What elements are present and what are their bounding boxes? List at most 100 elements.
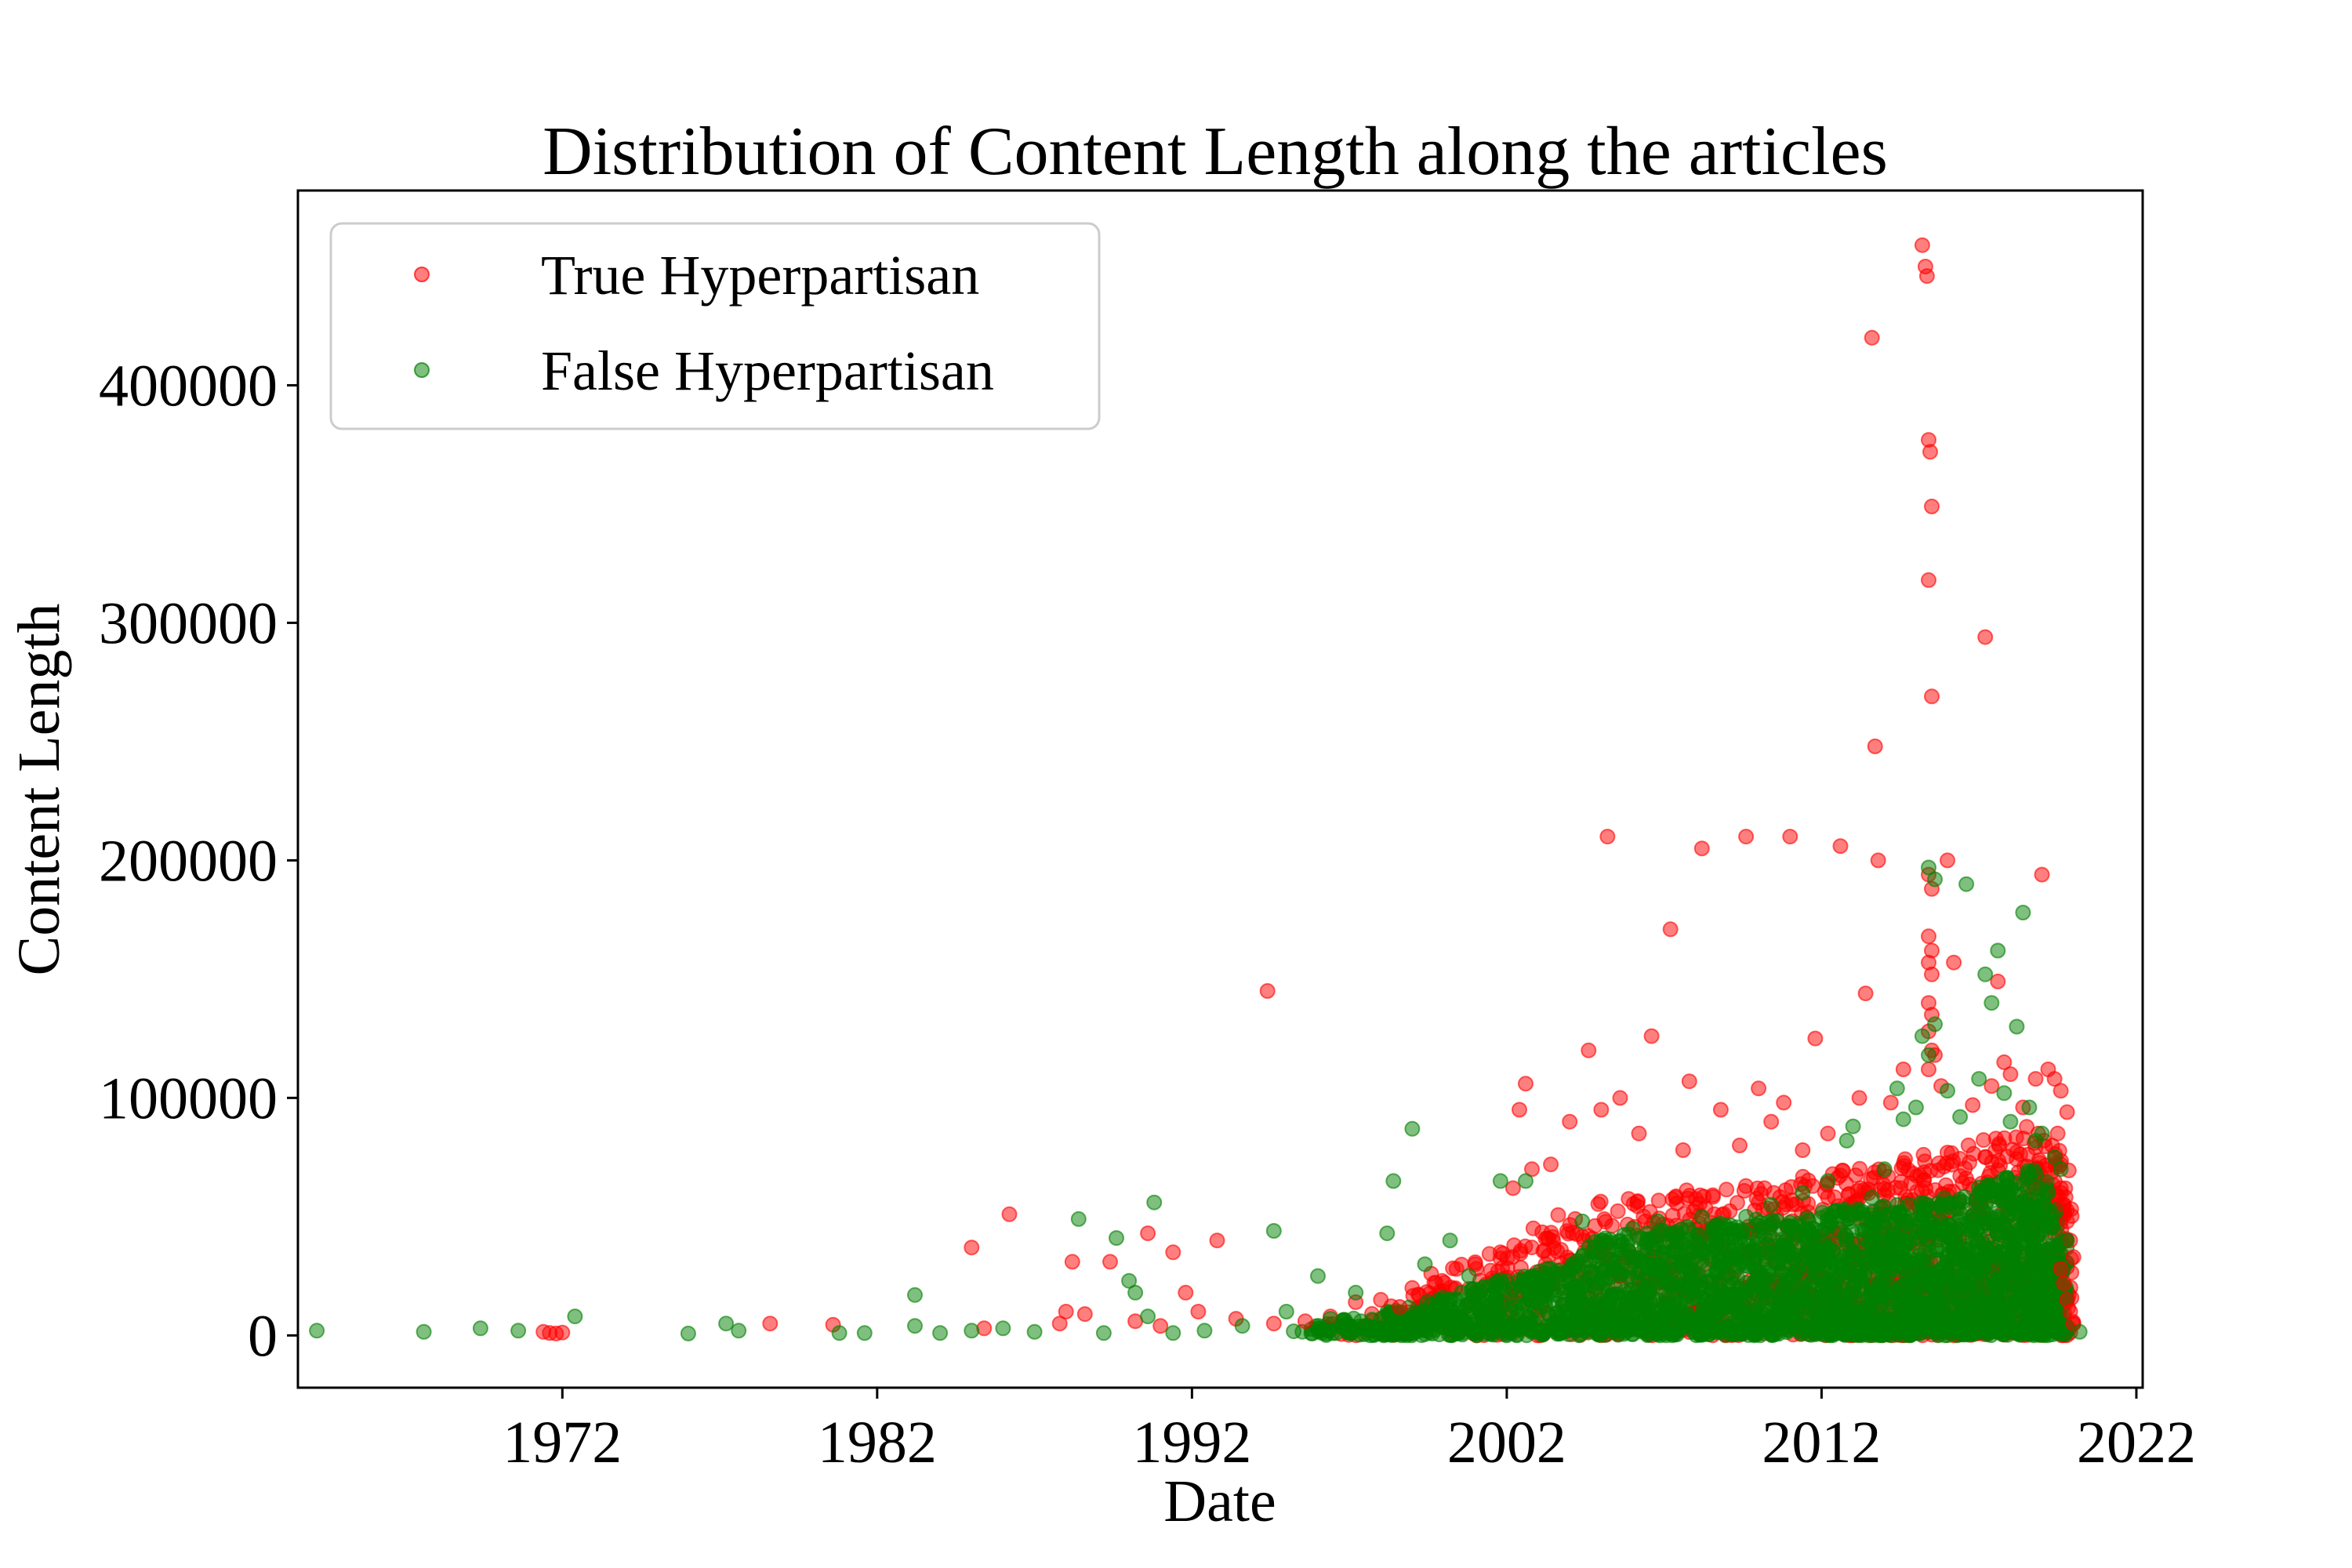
true-hyperpartisan-point bbox=[1140, 1225, 1156, 1242]
false-hyperpartisan-point bbox=[1475, 1316, 1492, 1332]
false-hyperpartisan-point bbox=[1795, 1185, 1811, 1201]
true-hyperpartisan-point bbox=[2056, 1275, 2072, 1291]
false-hyperpartisan-point bbox=[1523, 1291, 1539, 1308]
false-hyperpartisan-point bbox=[1762, 1264, 1778, 1280]
false-hyperpartisan-point bbox=[1664, 1327, 1681, 1344]
true-hyperpartisan-point bbox=[1209, 1232, 1225, 1249]
false-hyperpartisan-point bbox=[1904, 1222, 1920, 1239]
true-hyperpartisan-point bbox=[1864, 329, 1880, 346]
false-hyperpartisan-point bbox=[1921, 1047, 1936, 1063]
false-hyperpartisan-point bbox=[1681, 1221, 1697, 1238]
true-hyperpartisan-point bbox=[1604, 1218, 1621, 1234]
false-hyperpartisan-point bbox=[1868, 1314, 1885, 1330]
true-hyperpartisan-point bbox=[1590, 1196, 1606, 1212]
true-hyperpartisan-point bbox=[2002, 1066, 2019, 1083]
true-hyperpartisan-point bbox=[762, 1316, 779, 1332]
false-hyperpartisan-point bbox=[1736, 1303, 1752, 1319]
false-hyperpartisan-point bbox=[1359, 1319, 1376, 1335]
false-hyperpartisan-point bbox=[1926, 1301, 1942, 1317]
false-hyperpartisan-point bbox=[1838, 1132, 1855, 1149]
true-hyperpartisan-point bbox=[1893, 1180, 1909, 1196]
true-hyperpartisan-point bbox=[1857, 985, 1874, 1002]
false-hyperpartisan-point bbox=[1958, 876, 1975, 892]
false-hyperpartisan-point bbox=[2002, 1113, 2019, 1130]
false-hyperpartisan-point bbox=[1970, 1296, 1987, 1312]
false-hyperpartisan-point bbox=[1589, 1326, 1606, 1342]
false-hyperpartisan-point bbox=[1715, 1252, 1732, 1269]
true-hyperpartisan-point bbox=[1692, 1187, 1708, 1203]
false-hyperpartisan-point bbox=[1534, 1326, 1551, 1341]
true-hyperpartisan-point bbox=[1955, 1174, 1971, 1191]
false-hyperpartisan-point bbox=[1789, 1261, 1806, 1277]
legend: True Hyperpartisan False Hyperpartisan bbox=[329, 222, 1101, 430]
false-hyperpartisan-point bbox=[1864, 1216, 1881, 1232]
false-hyperpartisan-point bbox=[1997, 1185, 2013, 1202]
false-hyperpartisan-point bbox=[1574, 1213, 1591, 1229]
true-hyperpartisan-point bbox=[1820, 1125, 1836, 1142]
true-hyperpartisan-point bbox=[1984, 1078, 2000, 1094]
false-hyperpartisan-point bbox=[1428, 1314, 1445, 1330]
false-hyperpartisan-point bbox=[1914, 1028, 1930, 1044]
true-hyperpartisan-point bbox=[1612, 1090, 1628, 1106]
false-hyperpartisan-point bbox=[2002, 1272, 2018, 1288]
true-hyperpartisan-point bbox=[1924, 688, 1940, 705]
false-hyperpartisan-point bbox=[1853, 1258, 1870, 1274]
false-hyperpartisan-point bbox=[2031, 1276, 2047, 1293]
true-hyperpartisan-point bbox=[1921, 1062, 1936, 1077]
false-hyperpartisan-point bbox=[1146, 1194, 1163, 1210]
false-hyperpartisan-point bbox=[1265, 1223, 1282, 1239]
false-hyperpartisan-point bbox=[1624, 1221, 1641, 1236]
true-hyperpartisan-point bbox=[1756, 1180, 1773, 1196]
false-hyperpartisan-point bbox=[1650, 1213, 1666, 1229]
true-hyperpartisan-point bbox=[1990, 973, 2006, 989]
false-hyperpartisan-point bbox=[1739, 1258, 1755, 1275]
false-hyperpartisan-point bbox=[1955, 1194, 1971, 1210]
false-hyperpartisan-point bbox=[1896, 1237, 1913, 1254]
true-hyperpartisan-point bbox=[1738, 829, 1755, 845]
true-hyperpartisan-point bbox=[554, 1324, 571, 1341]
true-hyperpartisan-point bbox=[1543, 1156, 1559, 1173]
false-hyperpartisan-point bbox=[1727, 1318, 1744, 1334]
true-hyperpartisan-point bbox=[1635, 1208, 1652, 1225]
false-hyperpartisan-point bbox=[1070, 1210, 1087, 1227]
false-hyperpartisan-point bbox=[718, 1316, 735, 1332]
points-layer bbox=[309, 237, 2088, 1344]
false-hyperpartisan-point bbox=[1566, 1258, 1582, 1275]
false-hyperpartisan-point bbox=[1864, 1189, 1880, 1206]
false-hyperpartisan-point bbox=[1977, 1196, 1994, 1212]
y-tick-label: 200000 bbox=[99, 828, 278, 894]
true-hyperpartisan-point bbox=[1924, 966, 1940, 982]
true-hyperpartisan-point bbox=[1851, 1090, 1867, 1106]
false-hyperpartisan-point bbox=[1889, 1206, 1906, 1222]
false-hyperpartisan-point bbox=[1454, 1324, 1471, 1341]
false-hyperpartisan-point bbox=[1196, 1323, 1213, 1339]
true-hyperpartisan-point bbox=[1977, 629, 1994, 645]
x-tick-label: 1972 bbox=[503, 1410, 622, 1475]
false-hyperpartisan-point bbox=[2027, 1166, 2044, 1182]
false-hyperpartisan-point bbox=[1962, 1326, 1978, 1342]
false-hyperpartisan-point bbox=[1999, 1170, 2015, 1186]
false-hyperpartisan-point bbox=[1586, 1294, 1602, 1311]
true-hyperpartisan-point bbox=[1610, 1203, 1626, 1219]
false-hyperpartisan-point bbox=[1348, 1284, 1364, 1301]
false-hyperpartisan-point bbox=[1642, 1280, 1658, 1297]
false-hyperpartisan-point bbox=[1907, 1099, 1924, 1116]
false-hyperpartisan-point bbox=[1744, 1277, 1760, 1294]
false-hyperpartisan-point bbox=[1689, 1248, 1705, 1265]
true-hyperpartisan-point bbox=[1102, 1254, 1118, 1270]
true-hyperpartisan-point bbox=[1504, 1180, 1521, 1196]
true-hyperpartisan-point bbox=[1165, 1244, 1181, 1261]
false-hyperpartisan-point bbox=[1758, 1283, 1774, 1299]
false-hyperpartisan-point bbox=[2019, 1324, 2035, 1341]
true-hyperpartisan-point bbox=[1593, 1102, 1610, 1118]
true-hyperpartisan-point bbox=[1631, 1125, 1647, 1142]
false-hyperpartisan-point bbox=[2014, 1293, 2031, 1309]
false-hyperpartisan-point bbox=[1637, 1301, 1653, 1317]
false-hyperpartisan-point bbox=[1977, 966, 1994, 982]
false-hyperpartisan-point bbox=[1442, 1232, 1458, 1249]
true-hyperpartisan-point bbox=[1681, 1073, 1697, 1090]
false-hyperpartisan-point bbox=[1639, 1231, 1656, 1247]
x-tick-label: 1992 bbox=[1132, 1410, 1251, 1475]
true-hyperpartisan-point bbox=[2049, 1125, 2066, 1142]
true-hyperpartisan-point bbox=[1921, 928, 1936, 945]
